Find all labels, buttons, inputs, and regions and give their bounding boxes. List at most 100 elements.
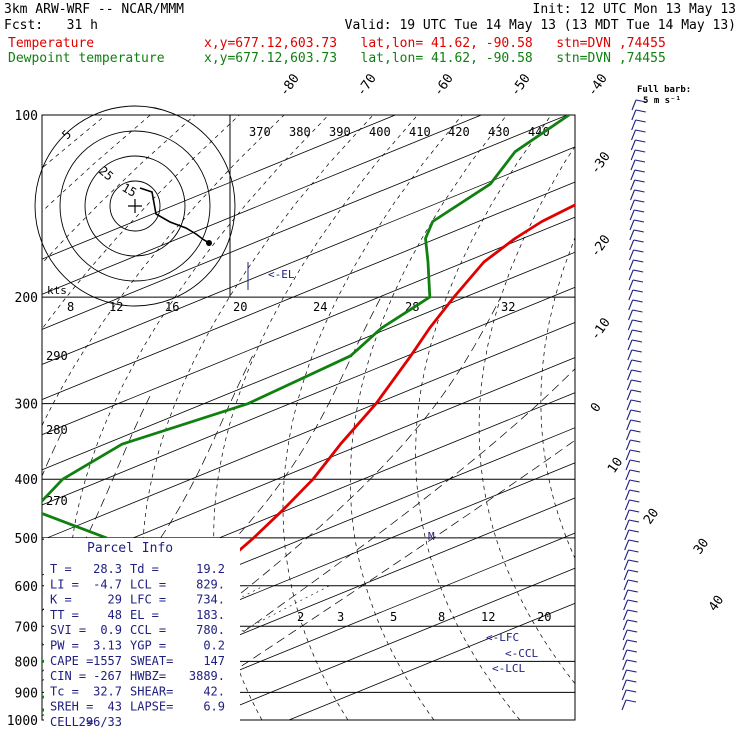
hodograph-units: kts: [47, 284, 67, 297]
pressure-tick-label: 700: [15, 620, 38, 635]
isotherm-label: -40: [585, 71, 611, 99]
mixing-ratio-label: 3: [337, 610, 344, 624]
wind-barb-staff: [623, 599, 629, 611]
wind-barb-flag: [629, 509, 640, 513]
isotherm-label: -10: [588, 315, 614, 343]
dry-adiabat-label: 390: [329, 125, 351, 139]
wind-barb-flag: [635, 119, 646, 123]
wind-barb-staff: [628, 289, 634, 301]
wind-barb-flag: [626, 639, 638, 643]
parcel-info-cell: YGP =: [130, 639, 166, 653]
wind-barb-staff: [629, 189, 636, 201]
pressure-tick-label: 300: [15, 398, 38, 413]
dry-adiabat-label: 420: [448, 125, 470, 139]
parcel-info-cell: SVI =: [50, 623, 86, 637]
wind-barb-staff: [631, 119, 637, 131]
wind-barb-staff: [621, 689, 627, 701]
wind-barb-flag: [628, 539, 639, 543]
parcel-info-cell: LI =: [50, 577, 79, 591]
wind-barb-flag: [635, 149, 646, 153]
potential-temperature-label: 280: [46, 423, 68, 437]
wind-barbs: [621, 99, 647, 711]
wind-barb-flag: [626, 659, 637, 663]
wind-barb-staff: [631, 99, 637, 111]
wind-barb-flag: [634, 189, 645, 193]
wind-barb-staff: [630, 149, 636, 161]
wind-barb-staff: [630, 159, 636, 171]
level-marker-label: <-LFC: [486, 631, 519, 644]
wind-barb-staff: [625, 469, 631, 481]
parcel-info-cell: 6.9: [203, 700, 225, 714]
valid-time: Valid: 19 UTC Tue 14 May 13 (13 MDT Tue …: [344, 18, 736, 33]
isotherm-line: [116, 532, 575, 720]
level-markers: <-EL <-LFC <-CCL <-LCL: [247, 262, 538, 675]
wind-barb-staff: [622, 659, 628, 671]
wind-barb-staff: [627, 359, 633, 371]
wind-barb-staff: [629, 199, 635, 211]
parcel-info-cell: 19.2: [196, 562, 225, 576]
wind-barb-flag: [629, 479, 640, 483]
wind-barb-staff: [628, 269, 634, 281]
parcel-info-cell: T =: [50, 562, 72, 576]
wind-barb-staff: [624, 489, 631, 501]
mixing-ratio-label: 12: [109, 300, 123, 314]
wind-barb-staff: [628, 249, 635, 261]
isotherm-line: [42, 146, 575, 365]
wind-barb-flag: [634, 209, 645, 213]
temperature-legend: Temperature: [8, 36, 95, 51]
wind-barb-staff: [627, 349, 633, 361]
pressure-tick-label: 500: [15, 532, 38, 547]
parcel-info-cell: EL =: [130, 608, 159, 622]
wind-barb-staff: [629, 229, 635, 241]
wind-barb-staff: [629, 209, 635, 221]
wind-barb-flag: [630, 429, 641, 433]
wind-barb-flag: [630, 409, 641, 413]
parcel-info-cell: 0.2: [203, 639, 225, 653]
wind-barb-staff: [630, 179, 636, 191]
dry-adiabat-label: 430: [488, 125, 510, 139]
wind-barb-staff: [621, 699, 627, 711]
wind-barb-staff: [624, 509, 630, 521]
wind-barb-flag: [631, 379, 642, 383]
wind-barb-staff: [629, 239, 635, 251]
dry-adiabat-label: 400: [369, 125, 391, 139]
hodograph-ring-label: 15: [120, 180, 140, 199]
wind-barb-flag: [627, 589, 638, 593]
wind-barb-staff: [630, 129, 637, 141]
isotherm-label: 0: [588, 400, 605, 415]
mixing-ratio-label: 20: [537, 610, 551, 624]
wind-barb-flag: [628, 529, 639, 533]
parcel-info-cell: CAPE =: [50, 654, 93, 668]
wind-barb-flag: [635, 109, 646, 113]
wind-barb-flag: [635, 139, 646, 143]
isotherm-label: -80: [277, 71, 303, 99]
wind-barb-flag: [632, 319, 643, 323]
barb-legend-line1: Full barb:: [637, 85, 691, 95]
level-marker-label: <-LCL: [492, 662, 525, 675]
wind-barb-flag: [630, 449, 641, 453]
parcel-info-cell: HWBZ=: [130, 669, 166, 683]
parcel-info-cell: 147: [203, 654, 225, 668]
wind-barb-flag: [633, 229, 644, 233]
parcel-info-cell: SWEAT=: [130, 654, 173, 668]
pressure-tick-label: 800: [15, 655, 38, 670]
pressure-tick-label: 100: [15, 109, 38, 124]
wind-barb-flag: [626, 679, 637, 683]
wind-barb-staff: [626, 379, 632, 391]
wind-barb-staff: [622, 619, 628, 631]
pressure-tick-label: 200: [15, 291, 38, 306]
mixing-ratio-label: 12: [481, 610, 495, 624]
wind-barb-staff: [622, 629, 628, 641]
parcel-info-background: [44, 538, 240, 721]
wind-barb-flag: [627, 599, 638, 603]
parcel-info-cell: LCL =: [130, 577, 166, 591]
isotherm-line: [42, 392, 575, 611]
parcel-info-cell: Tc =: [50, 684, 79, 698]
mixing-ratio-label: 2: [297, 610, 304, 624]
parcel-info-cell: CIN =: [50, 669, 86, 683]
parcel-info-cell: 1557: [93, 654, 122, 668]
wind-barb-staff: [622, 639, 628, 651]
isotherm-line: [42, 115, 568, 330]
wind-barb-flag: [635, 99, 647, 103]
